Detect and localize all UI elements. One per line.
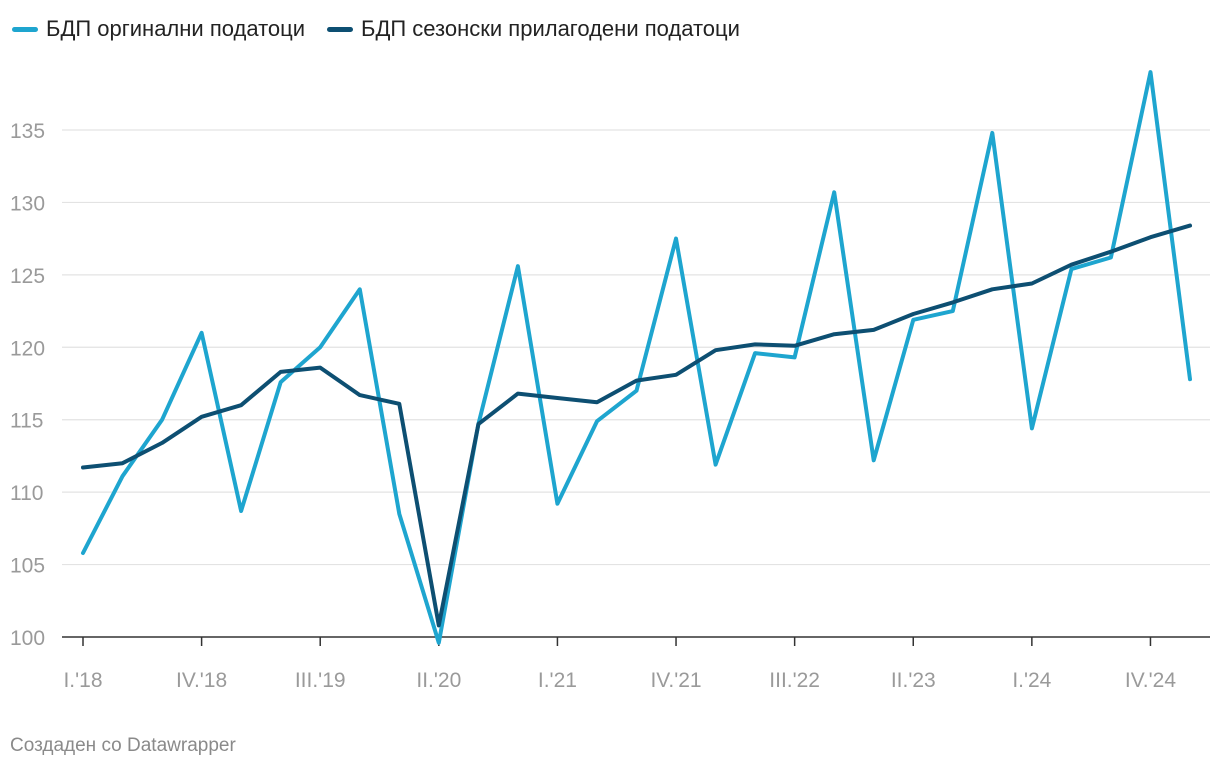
- y-tick-label-135: 135: [10, 120, 45, 143]
- legend-item-original: БДП оргинални податоци: [12, 16, 305, 42]
- y-tick-label-115: 115: [10, 410, 43, 433]
- legend-swatch-original: [12, 26, 38, 32]
- legend-swatch-seasonal: [327, 26, 354, 32]
- x-tick-label-15: IV.'21: [650, 669, 701, 692]
- x-tick-label-27: IV.'24: [1125, 669, 1176, 692]
- x-tick-label-0: I.'18: [63, 669, 102, 692]
- legend-label-original: БДП оргинални податоци: [46, 16, 306, 41]
- x-tick-label-18: III.'22: [769, 669, 820, 692]
- legend-item-seasonal: БДП сезонски прилагодени податоци: [327, 16, 740, 42]
- y-tick-label-130: 130: [10, 192, 45, 215]
- y-tick-label-100: 100: [10, 627, 45, 650]
- line-chart: 100 105 110 115 120 125 130 135 I.'18 IV.'18 III.'…: [10, 70, 1210, 692]
- x-tick-label-3: IV.'18: [176, 669, 227, 692]
- x-tick-label-24: I.'24: [1012, 669, 1051, 692]
- y-tick-label-110: 110: [10, 482, 43, 505]
- x-tick-label-6: III.'19: [295, 669, 346, 692]
- legend-label-seasonal: БДП сезонски прилагодени податоци: [361, 16, 740, 41]
- series-line-seasonal: [81, 223, 1192, 628]
- x-tick-label-12: I.'21: [538, 669, 577, 692]
- x-tick-label-21: II.'23: [891, 669, 936, 692]
- y-tick-label-125: 125: [10, 265, 45, 288]
- y-tick-label-120: 120: [10, 337, 45, 360]
- y-tick-label-105: 105: [10, 555, 45, 578]
- datawrapper-credit: Создаден со Datawrapper: [10, 735, 236, 756]
- series-line-original: [81, 70, 1192, 645]
- x-tick-label-9: II.'20: [416, 669, 461, 692]
- chart-legend: БДП оргинални податоци БДП сезонски прил…: [12, 16, 762, 42]
